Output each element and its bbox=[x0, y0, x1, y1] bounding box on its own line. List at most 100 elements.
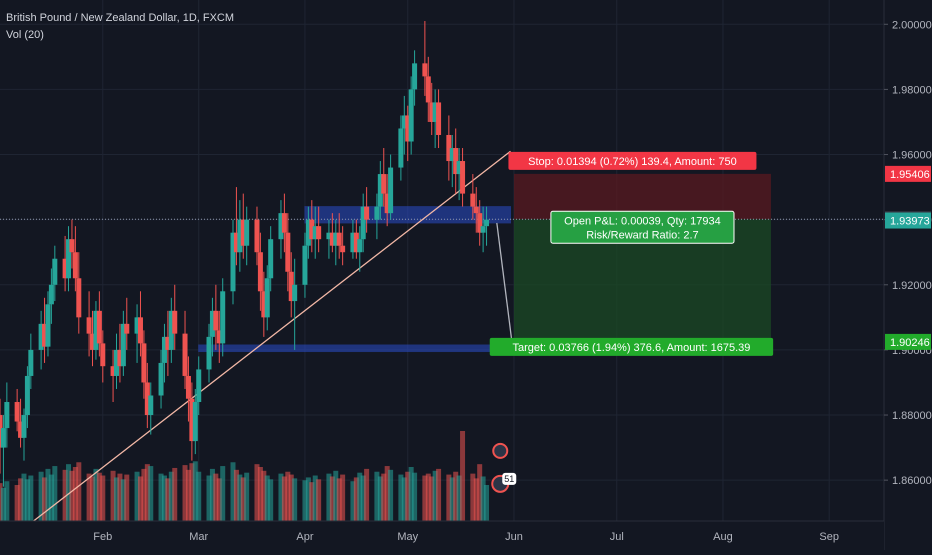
x-tick-label: Jun bbox=[505, 531, 523, 543]
candle-body bbox=[86, 317, 92, 334]
candle-body bbox=[216, 330, 222, 344]
candle-body bbox=[333, 232, 339, 246]
candle-body bbox=[66, 239, 72, 279]
candle-body bbox=[141, 343, 147, 383]
candle-body bbox=[480, 226, 486, 233]
y-axis: 2.000001.980001.960001.940001.920001.900… bbox=[883, 0, 932, 550]
volume-bar bbox=[480, 476, 486, 521]
x-tick-label: Feb bbox=[93, 531, 112, 543]
candle bbox=[165, 310, 171, 376]
candle bbox=[158, 349, 164, 409]
candle bbox=[264, 265, 270, 331]
volume-bar bbox=[209, 468, 215, 521]
volume-bar bbox=[326, 473, 332, 521]
candle bbox=[14, 388, 20, 432]
candle-body bbox=[398, 128, 404, 168]
volume-bar bbox=[192, 461, 198, 521]
volume-bar bbox=[422, 475, 428, 521]
volume-bar bbox=[268, 479, 274, 521]
candle bbox=[425, 56, 431, 122]
volume-bar bbox=[244, 472, 250, 521]
volume-bar bbox=[405, 471, 411, 521]
stop-label-text: Stop: 0.01394 (0.72%) 139.4, Amount: 750 bbox=[528, 156, 737, 168]
price-label-text: 1.95406 bbox=[890, 169, 930, 181]
candle bbox=[292, 258, 298, 350]
candle bbox=[76, 252, 82, 334]
candle bbox=[374, 193, 380, 240]
candle-body bbox=[477, 213, 483, 233]
volume-bar bbox=[278, 473, 284, 521]
chart-legend: British Pound / New Zealand Dollar, 1D, … bbox=[6, 10, 234, 44]
candle bbox=[21, 408, 27, 461]
volume-bar bbox=[196, 471, 202, 521]
candle-body bbox=[350, 232, 356, 253]
volume-bar bbox=[182, 465, 188, 521]
open-pl-label-bg bbox=[550, 210, 735, 244]
candle-body bbox=[281, 213, 287, 233]
event-count-badge bbox=[502, 472, 517, 485]
candle-body bbox=[449, 148, 455, 162]
volume-bar bbox=[52, 466, 58, 521]
volume-bar bbox=[62, 469, 68, 521]
candle bbox=[257, 232, 263, 311]
candle-body bbox=[285, 232, 291, 272]
candle-body bbox=[429, 102, 435, 122]
volume-bar bbox=[45, 468, 51, 521]
volume-bar bbox=[237, 474, 243, 521]
candle-body bbox=[158, 362, 164, 396]
x-tick-label: Mar bbox=[189, 531, 208, 543]
candle bbox=[405, 105, 411, 162]
stop-label: Stop: 0.01394 (0.72%) 139.4, Amount: 750 bbox=[508, 151, 757, 170]
y-tick-label: 1.88000 bbox=[892, 410, 932, 422]
volume-bar bbox=[18, 478, 24, 521]
candle-body bbox=[336, 232, 342, 246]
candle bbox=[329, 213, 335, 253]
volume-bar bbox=[357, 472, 363, 521]
candle bbox=[62, 235, 68, 292]
candle bbox=[484, 206, 490, 246]
candle bbox=[244, 206, 250, 266]
candle-body bbox=[264, 278, 270, 318]
volume-bar bbox=[38, 471, 44, 521]
x-tick-label: Jul bbox=[610, 531, 624, 543]
volume-bar bbox=[449, 477, 455, 521]
candle-body bbox=[329, 232, 335, 246]
volume-bar bbox=[240, 477, 246, 521]
candle-body bbox=[172, 310, 178, 334]
candle bbox=[220, 278, 226, 357]
candle bbox=[196, 356, 202, 416]
volume-bar bbox=[185, 469, 191, 521]
volume-bar bbox=[28, 475, 34, 521]
candle bbox=[470, 174, 476, 220]
volume-bar bbox=[436, 468, 442, 521]
candle-body bbox=[388, 167, 394, 214]
volume-bar bbox=[69, 470, 75, 521]
candle-body bbox=[446, 134, 452, 162]
candle-body bbox=[384, 193, 390, 214]
volume-bar bbox=[141, 468, 147, 521]
candle-body bbox=[261, 291, 267, 318]
candle bbox=[432, 89, 438, 149]
open-pl-label: Open P&L: 0.00039, Qty: 17934 Risk/Reward… bbox=[550, 210, 735, 244]
candle-body bbox=[90, 333, 96, 350]
volume-indicator-label[interactable]: Vol (20) bbox=[6, 29, 44, 41]
candle bbox=[161, 323, 167, 383]
volume-bar bbox=[230, 462, 236, 521]
candle bbox=[240, 193, 246, 259]
candle bbox=[90, 310, 96, 367]
candle bbox=[93, 301, 99, 360]
candle bbox=[38, 310, 44, 370]
candle-body bbox=[62, 258, 68, 279]
candle bbox=[28, 333, 34, 389]
candle bbox=[110, 349, 116, 403]
candle-body bbox=[168, 310, 174, 350]
candle-body bbox=[484, 219, 490, 227]
volume-bar bbox=[137, 476, 143, 521]
volume-bar bbox=[233, 469, 239, 521]
candle bbox=[168, 297, 174, 363]
volume-bar bbox=[316, 479, 322, 521]
candle-body bbox=[460, 161, 466, 194]
candle bbox=[278, 200, 284, 259]
